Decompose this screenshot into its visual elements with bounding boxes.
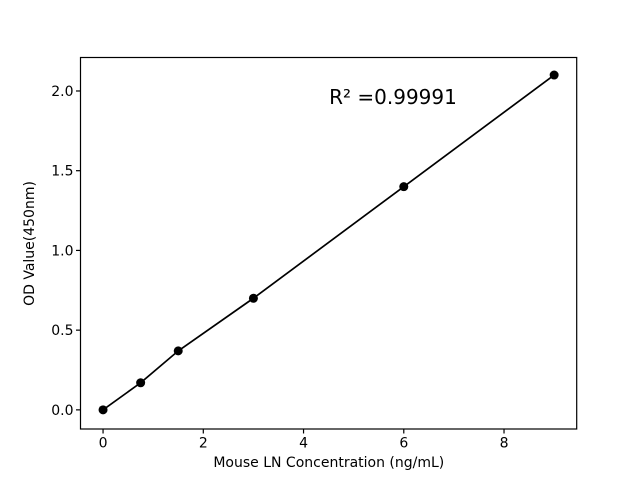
- data-point: [136, 378, 146, 388]
- x-tick-label: 0: [99, 436, 108, 452]
- y-tick-label: 0.5: [51, 323, 73, 339]
- y-tick-label: 1.0: [51, 243, 73, 259]
- data-point: [98, 405, 108, 415]
- r-squared-annotation: R² =0.99991: [329, 85, 457, 109]
- x-axis-title: Mouse LN Concentration (ng/mL): [213, 455, 444, 471]
- fit-line: [102, 74, 555, 411]
- x-tick-label: 8: [500, 436, 509, 452]
- axes-frame: [79, 56, 578, 430]
- y-tick-label: 0.0: [51, 403, 73, 419]
- data-point: [248, 293, 258, 303]
- y-tick-label: 2.0: [51, 84, 73, 100]
- plot-area: 0 2 4 6 8 0.0 0.5 1.0 1.5 2.0: [51, 56, 578, 452]
- data-point: [173, 346, 183, 356]
- x-tick-label: 4: [299, 436, 308, 452]
- y-tick-label: 1.5: [51, 164, 73, 180]
- x-tick-label: 2: [199, 436, 208, 452]
- data-point: [399, 182, 409, 192]
- data-point: [549, 70, 559, 80]
- x-tick-label: 6: [399, 436, 408, 452]
- y-axis-title: OD Value(450nm): [22, 181, 38, 306]
